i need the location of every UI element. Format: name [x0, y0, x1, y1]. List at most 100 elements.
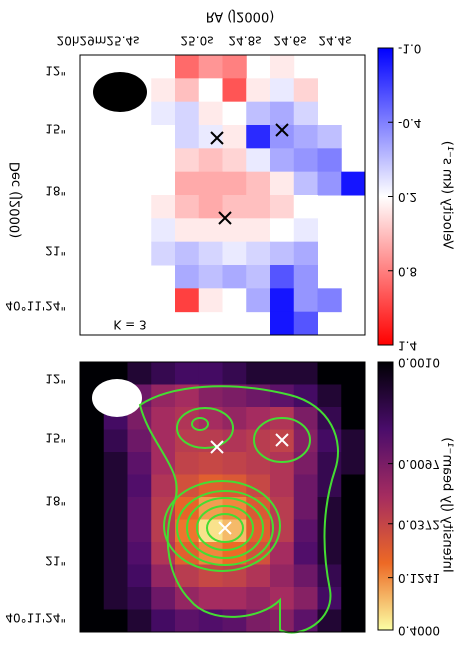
map-pixel [222, 171, 247, 196]
map-pixel [175, 362, 200, 385]
x-tick-label: 25.0s [181, 34, 214, 48]
map-pixel [270, 362, 295, 385]
map-pixel [198, 452, 223, 475]
y-tick-label: 21" [45, 554, 66, 568]
map-pixel [293, 125, 318, 149]
map-pixel [103, 429, 128, 453]
map-pixel [151, 384, 176, 408]
map-pixel [198, 542, 223, 565]
map-pixel [293, 497, 318, 520]
map-pixel [246, 452, 271, 475]
map-pixel [246, 101, 271, 126]
map-pixel [246, 362, 271, 385]
map-pixel [175, 148, 200, 173]
map-pixel [270, 384, 295, 408]
map-pixel [270, 218, 295, 243]
map-pixel [80, 587, 105, 610]
map-pixel [151, 362, 176, 385]
y-tick-label: 18" [45, 494, 66, 508]
map-pixel [151, 497, 176, 520]
colorbar-tick-label: 1.4 [398, 339, 417, 353]
map-pixel [270, 55, 295, 79]
colorbar-tick-label: 0.0372 [398, 517, 440, 531]
colorbar-tick-label: 0.4000 [398, 624, 440, 638]
colorbar-tick-label: 0.1241 [398, 571, 440, 585]
map-pixel [317, 609, 342, 633]
y-tick-label: 18" [45, 184, 66, 198]
map-pixel [341, 609, 366, 633]
map-pixel [175, 171, 200, 196]
map-pixel [246, 429, 271, 453]
map-pixel [270, 311, 295, 336]
map-pixel [222, 125, 247, 149]
map-pixel [270, 474, 295, 498]
map-pixel [317, 362, 342, 385]
map-pixel [222, 587, 247, 610]
map-pixel [80, 474, 105, 498]
colorbar-tick-label: -1.0 [398, 42, 421, 56]
map-pixel [246, 587, 271, 610]
pixel-maps [80, 55, 366, 633]
map-pixel [198, 171, 223, 196]
map-pixel [151, 78, 176, 103]
map-pixel [341, 474, 366, 498]
map-pixel [80, 609, 105, 633]
map-pixel [246, 564, 271, 588]
colorbar-tick-label: 0.0097 [398, 457, 440, 471]
map-pixel [80, 429, 105, 453]
source-markers [210, 123, 289, 225]
map-pixel [317, 125, 342, 149]
map-pixel [127, 474, 152, 498]
map-pixel [127, 587, 152, 610]
map-pixel [317, 542, 342, 565]
map-pixel [293, 265, 318, 289]
x-axis-label: RA (J2000) [206, 9, 275, 24]
map-pixel [270, 288, 295, 313]
map-pixel [127, 452, 152, 475]
map-pixel [341, 542, 366, 565]
map-pixel [151, 241, 176, 266]
map-pixel [80, 497, 105, 520]
map-pixel [270, 195, 295, 219]
map-pixel [293, 78, 318, 103]
map-pixel [127, 564, 152, 588]
map-pixel [198, 587, 223, 610]
map-pixel [175, 265, 200, 289]
map-pixel [103, 587, 128, 610]
map-pixel [341, 564, 366, 588]
map-pixel [293, 564, 318, 588]
map-pixel [175, 78, 200, 103]
map-pixel [341, 452, 366, 475]
map-pixel [175, 195, 200, 219]
map-pixel [198, 101, 223, 126]
map-pixel [198, 265, 223, 289]
map-pixel [175, 542, 200, 565]
map-pixel [270, 609, 295, 633]
map-pixel [151, 429, 176, 453]
map-pixel [293, 288, 318, 313]
map-pixel [175, 241, 200, 266]
map-pixel [80, 452, 105, 475]
map-pixel [293, 171, 318, 196]
map-pixel [317, 384, 342, 408]
map-pixel [198, 474, 223, 498]
map-pixel [175, 125, 200, 149]
map-pixel [246, 218, 271, 243]
map-pixel [341, 519, 366, 543]
map-pixel [293, 474, 318, 498]
map-pixel [293, 452, 318, 475]
map-pixel [293, 407, 318, 430]
map-pixel [103, 474, 128, 498]
map-pixel [198, 384, 223, 408]
map-pixel [198, 55, 223, 79]
map-pixel [103, 362, 128, 385]
colorbar [377, 361, 394, 631]
map-pixel [222, 429, 247, 453]
map-pixel [246, 241, 271, 266]
map-pixel [270, 497, 295, 520]
map-pixel [222, 55, 247, 79]
y-tick-label: 12" [45, 372, 66, 386]
map-pixel [175, 218, 200, 243]
map-pixel [222, 452, 247, 475]
map-pixel [222, 288, 247, 313]
